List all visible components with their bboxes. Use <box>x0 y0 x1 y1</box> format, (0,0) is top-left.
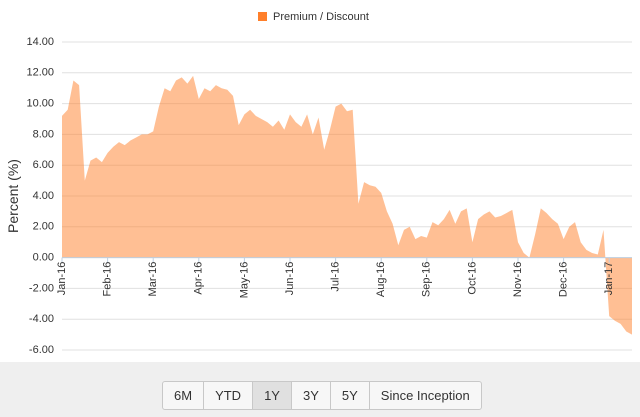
range-selector: 6M YTD 1Y 3Y 5Y Since Inception <box>162 381 482 410</box>
area <box>62 75 632 335</box>
x-tick-label: Apr-16 <box>193 262 205 295</box>
y-axis-title: Percent (%) <box>5 159 21 233</box>
x-tick-label: Jul-16 <box>330 262 342 292</box>
y-tick-label: 6.00 <box>33 159 54 171</box>
y-tick-label: 2.00 <box>33 221 54 233</box>
y-tick-label: 4.00 <box>33 190 54 202</box>
legend-label: Premium / Discount <box>273 11 369 23</box>
x-tick-label: Mar-16 <box>147 262 159 297</box>
range-button[interactable]: 6M <box>162 381 205 410</box>
y-tick-label: -2.00 <box>29 282 54 294</box>
x-tick-label: May-16 <box>238 262 250 299</box>
range-button[interactable]: 3Y <box>290 381 331 410</box>
x-tick-label: Sep-16 <box>421 262 433 297</box>
x-tick-label: Aug-16 <box>375 262 387 297</box>
y-tick-label: 14.00 <box>26 36 54 48</box>
x-tick-label: Jan-17 <box>603 262 615 296</box>
range-button[interactable]: YTD <box>203 381 254 410</box>
y-tick-label: 0.00 <box>33 252 54 264</box>
y-tick-label: -6.00 <box>29 344 54 356</box>
x-tick-label: Oct-16 <box>466 262 478 295</box>
y-tick-label: 10.00 <box>26 98 54 110</box>
range-button[interactable]: 1Y <box>252 381 292 410</box>
x-tick-label: Jun-16 <box>284 262 296 296</box>
y-tick-label: -4.00 <box>29 313 54 325</box>
range-button[interactable]: Since Inception <box>368 381 482 410</box>
x-tick-label: Dec-16 <box>558 262 570 297</box>
y-tick-label: 8.00 <box>33 128 54 140</box>
legend-swatch <box>258 12 267 21</box>
x-tick-label: Nov-16 <box>512 262 524 297</box>
range-button[interactable]: 5Y <box>329 381 370 410</box>
x-tick-label: Feb-16 <box>102 262 114 297</box>
chart: Premium / Discount Percent (%) -6.00 -4.0… <box>5 11 632 356</box>
y-tick-label: 12.00 <box>26 67 54 79</box>
x-tick-label: Jan-16 <box>56 262 68 296</box>
